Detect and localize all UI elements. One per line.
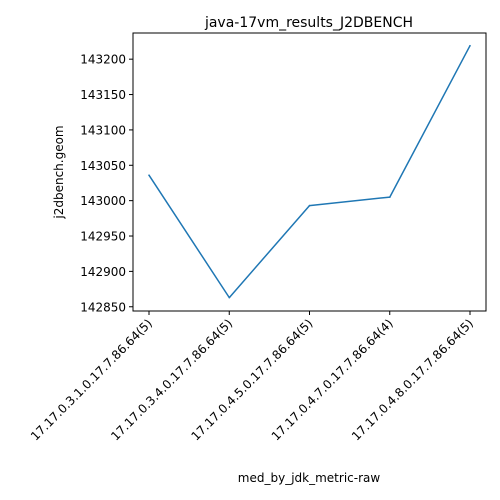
y-tick-label: 142900 — [80, 265, 126, 279]
y-tick-label: 143200 — [80, 53, 126, 67]
plot-frame — [133, 33, 486, 311]
x-axis: 17.17.0.3.1.0.17.7.86.64(5)17.17.0.3.4.0… — [28, 311, 476, 443]
data-point — [389, 196, 391, 198]
y-axis-label: j2dbench.geom — [52, 125, 66, 219]
y-tick-label: 143000 — [80, 194, 126, 208]
data-point — [148, 174, 150, 176]
data-point — [309, 205, 311, 207]
y-tick-label: 142950 — [80, 230, 126, 244]
plot-area: 142850 142900 142950 143000 143050 143100 1431… — [28, 33, 486, 443]
series-line — [149, 46, 470, 298]
y-tick-label: 143100 — [80, 123, 126, 137]
data-point — [229, 297, 231, 299]
x-axis-label: med_by_jdk_metric-raw — [238, 471, 381, 485]
data-point — [469, 45, 471, 47]
y-tick-label: 142850 — [80, 300, 126, 314]
y-axis: 142850 142900 142950 143000 143050 143100 1431… — [80, 53, 133, 315]
y-tick-label: 143050 — [80, 159, 126, 173]
chart-title: java-17vm_results_J2DBENCH — [204, 15, 413, 31]
y-tick-label: 143150 — [80, 88, 126, 102]
series-layer — [148, 45, 471, 299]
